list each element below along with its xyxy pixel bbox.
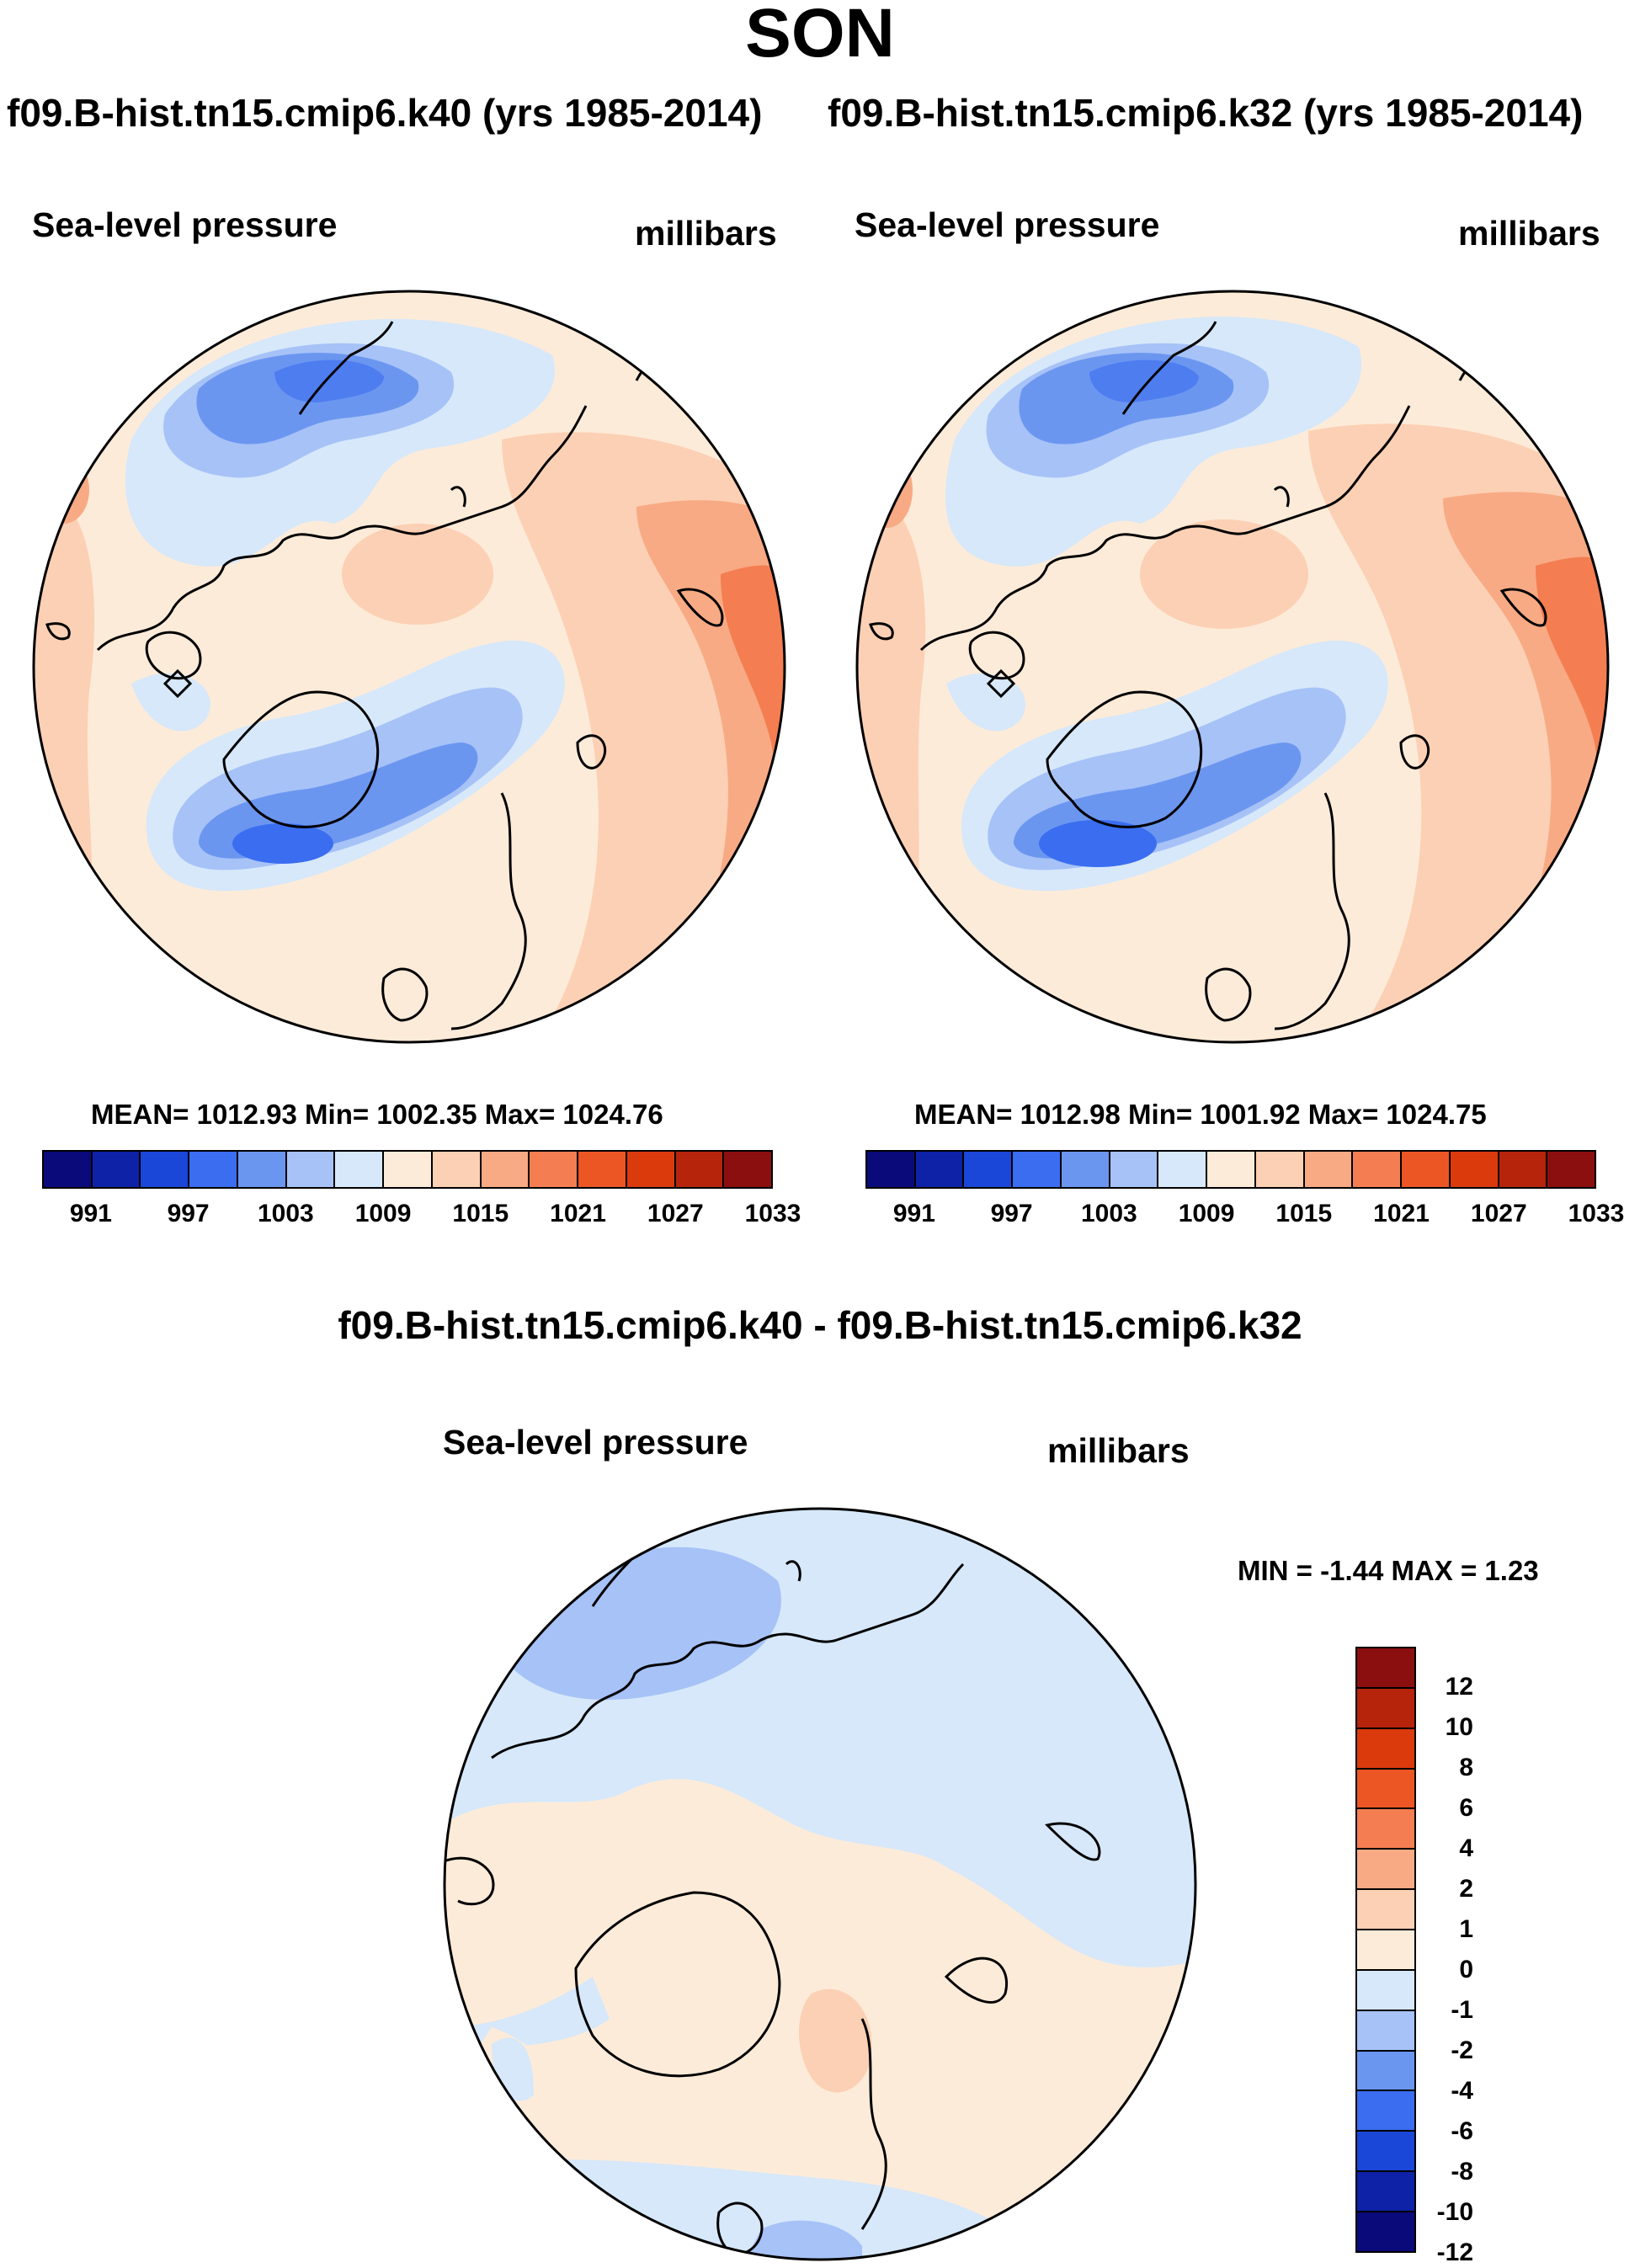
colorbar-tick-label: 1033 [1568,1200,1625,1227]
colorbar-swatch [1357,1809,1414,1850]
left-units-label: millibars [635,214,777,253]
colorbar-swatch [1207,1152,1256,1187]
colorbar-swatch [867,1152,916,1187]
colorbar-tick-label: 1003 [257,1200,314,1227]
colorbar-swatch [724,1152,772,1187]
colorbar-tick-label: -1 [1451,1996,1473,2024]
colorbar-swatch [1357,1850,1414,1891]
colorbar-swatch [1547,1152,1595,1187]
colorbar-tick-label: -4 [1451,2077,1473,2105]
colorbar-tick-label: 1033 [744,1200,801,1227]
figure-title: SON [745,0,895,72]
colorbar-tick-label: -8 [1451,2158,1473,2185]
colorbar-swatch [1061,1152,1110,1187]
colorbar-swatch [964,1152,1014,1187]
colorbar-tick-label: 2 [1459,1875,1473,1903]
colorbar-tick-label: 12 [1445,1673,1473,1701]
colorbar-swatch [1357,1930,1414,1971]
colorbar-swatch [432,1152,482,1187]
right-colorbar [865,1150,1596,1189]
colorbar-swatch [578,1152,627,1187]
diff-stats: MIN = -1.44 MAX = 1.23 [1238,1555,1539,1586]
colorbar-swatch [481,1152,530,1187]
colorbar-tick-label: -6 [1451,2117,1473,2145]
colorbar-swatch [1357,1970,1414,2011]
colorbar-swatch [1499,1152,1548,1187]
colorbar-swatch [335,1152,385,1187]
colorbar-tick-label: 997 [990,1200,1033,1227]
colorbar-swatch [1357,2010,1414,2052]
colorbar-swatch [915,1152,965,1187]
colorbar-tick-label: 1009 [354,1200,412,1227]
colorbar-swatch [530,1152,579,1187]
left-colorbar [42,1150,773,1189]
colorbar-swatch [1357,1688,1414,1729]
colorbar-tick-label: 4 [1459,1834,1473,1862]
colorbar-swatch [1255,1152,1305,1187]
colorbar-tick-label: 1009 [1178,1200,1235,1227]
colorbar-swatch [1357,2172,1414,2213]
colorbar-swatch [1357,1648,1414,1689]
colorbar-tick-label: 8 [1459,1754,1473,1781]
colorbar-tick-label: 1021 [1373,1200,1430,1227]
colorbar-tick-label: -10 [1436,2198,1473,2226]
colorbar-swatch [44,1152,93,1187]
colorbar-swatch [92,1152,141,1187]
colorbar-tick-label: 1003 [1080,1200,1137,1227]
colorbar-swatch [1357,1890,1414,1931]
colorbar-swatch [237,1152,287,1187]
colorbar-tick-label: -2 [1451,2036,1473,2064]
diff-units-label: millibars [1047,1431,1190,1470]
colorbar-swatch [1357,2091,1414,2132]
colorbar-swatch [675,1152,725,1187]
colorbar-swatch [1450,1152,1499,1187]
colorbar-swatch [1357,2132,1414,2173]
colorbar-tick-label: 10 [1445,1713,1473,1741]
colorbar-tick-label: -12 [1436,2239,1473,2266]
colorbar-swatch [1357,1769,1414,1810]
colorbar-swatch [1357,1728,1414,1770]
diff-title: f09.B-hist.tn15.cmip6.k40 - f09.B-hist.t… [338,1303,1302,1347]
colorbar-swatch [1013,1152,1062,1187]
colorbar-tick-label: 1015 [1275,1200,1333,1227]
colorbar-swatch [189,1152,238,1187]
colorbar-swatch [1402,1152,1451,1187]
diff-polar-map [443,1507,1197,2261]
right-variable-label: Sea-level pressure [855,205,1160,244]
colorbar-swatch [286,1152,336,1187]
colorbar-tick-label: 6 [1459,1794,1473,1822]
colorbar-tick-label: 1015 [452,1200,509,1227]
colorbar-tick-label: 997 [167,1200,210,1227]
left-model-title: f09.B-hist.tn15.cmip6.k40 (yrs 1985-2014… [7,91,763,135]
colorbar-swatch [384,1152,433,1187]
colorbar-tick-label: 1027 [647,1200,704,1227]
colorbar-tick-label: 1 [1459,1915,1473,1943]
left-polar-map [32,290,786,1044]
colorbar-swatch [1158,1152,1208,1187]
colorbar-swatch [1110,1152,1159,1187]
colorbar-swatch [1353,1152,1403,1187]
right-model-title: f09.B-hist.tn15.cmip6.k32 (yrs 1985-2014… [828,91,1584,135]
left-stats: MEAN= 1012.93 Min= 1002.35 Max= 1024.76 [91,1099,663,1130]
colorbar-swatch [1357,2212,1414,2251]
colorbar-tick-label: 991 [69,1200,112,1227]
colorbar-tick-label: 991 [892,1200,935,1227]
left-variable-label: Sea-level pressure [32,205,338,244]
colorbar-swatch [1304,1152,1354,1187]
colorbar-tick-label: 0 [1459,1956,1473,1983]
colorbar-swatch [141,1152,190,1187]
colorbar-tick-label: 1027 [1470,1200,1527,1227]
colorbar-tick-label: 1021 [550,1200,606,1227]
right-polar-map [855,290,1610,1044]
colorbar-swatch [626,1152,676,1187]
colorbar-swatch [1357,2051,1414,2092]
diff-variable-label: Sea-level pressure [443,1423,748,1461]
right-units-label: millibars [1458,214,1600,253]
diff-colorbar [1355,1647,1416,2253]
right-stats: MEAN= 1012.98 Min= 1001.92 Max= 1024.75 [914,1099,1487,1130]
